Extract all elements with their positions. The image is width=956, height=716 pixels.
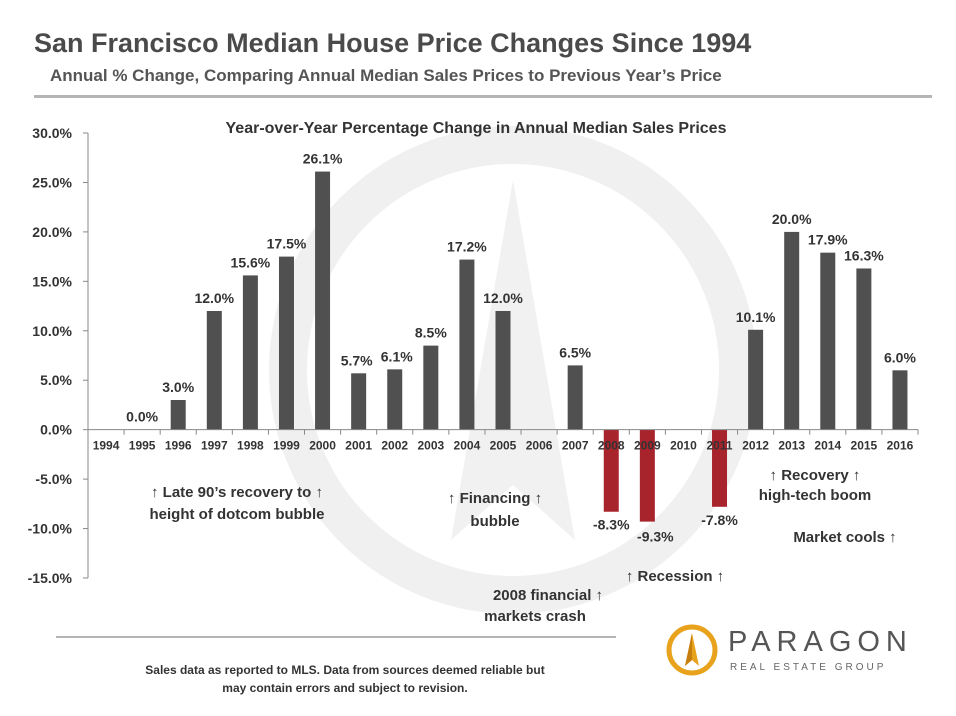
footer-divider — [56, 636, 616, 638]
x-tick-label: 2011 — [706, 439, 732, 453]
y-tick-label: 30.0% — [32, 125, 72, 141]
bar-2007 — [567, 365, 583, 430]
header-divider — [34, 95, 932, 98]
disclaimer-line-1: Sales data as reported to MLS. Data from… — [145, 663, 545, 677]
x-tick-label: 2007 — [562, 439, 589, 453]
bar-2008 — [603, 429, 619, 512]
annotation: bubble — [470, 513, 519, 530]
bar-2009 — [639, 429, 655, 522]
annotation: ↑ Recovery ↑ — [770, 467, 861, 484]
data-label-1996: 3.0% — [162, 379, 194, 395]
bar-2014 — [820, 252, 836, 430]
bar-2002 — [387, 369, 403, 430]
watermark-peak — [451, 180, 575, 540]
data-label-2012: 10.1% — [736, 309, 776, 325]
bar-2000 — [315, 171, 331, 430]
bar-2013 — [784, 231, 800, 430]
bar-2001 — [351, 373, 367, 430]
disclaimer-line-2: may contain errors and subject to revisi… — [222, 681, 468, 695]
x-tick-label: 2002 — [381, 439, 408, 453]
x-tick-label: 2013 — [778, 439, 805, 453]
x-tick-label: 2014 — [814, 439, 841, 453]
data-label-1997: 12.0% — [194, 290, 234, 306]
data-label-2014: 17.9% — [808, 232, 848, 248]
y-tick-label: 20.0% — [32, 224, 72, 240]
x-tick-label: 2005 — [490, 439, 517, 453]
bar-2015 — [856, 268, 872, 430]
annotation: Market cools ↑ — [793, 529, 896, 546]
data-label-2005: 12.0% — [483, 290, 523, 306]
annotation: markets crash — [484, 608, 586, 625]
y-tick-label: -5.0% — [35, 471, 72, 487]
y-tick-label: -10.0% — [28, 521, 73, 537]
annotation: ↑ Financing ↑ — [448, 490, 542, 507]
data-label-2004: 17.2% — [447, 239, 487, 255]
bar-2011 — [712, 429, 728, 507]
bar-2016 — [892, 370, 908, 430]
data-label-1995: 0.0% — [126, 409, 158, 425]
data-label-2016: 6.0% — [884, 349, 916, 365]
data-label-2002: 6.1% — [381, 348, 413, 364]
bar-1998 — [242, 275, 258, 430]
x-tick-label: 1997 — [201, 439, 228, 453]
data-label-2003: 8.5% — [415, 325, 447, 341]
bar-2004 — [459, 259, 475, 430]
annotation: ↑ Late 90’s recovery to ↑ — [151, 484, 323, 501]
x-tick-label: 1994 — [93, 439, 120, 453]
data-label-2001: 5.7% — [341, 352, 373, 368]
x-tick-label: 2008 — [598, 439, 625, 453]
annotation: high-tech boom — [759, 487, 872, 504]
logo-tagline: REAL ESTATE GROUP — [730, 662, 887, 673]
chart-title: Year-over-Year Percentage Change in Annu… — [226, 120, 727, 137]
x-tick-label: 2000 — [309, 439, 336, 453]
x-tick-label: 1999 — [273, 439, 300, 453]
data-label-2007: 6.5% — [559, 344, 591, 360]
y-tick-label: 10.0% — [32, 323, 72, 339]
logo-name: PARAGON — [728, 626, 913, 658]
x-tick-label: 2012 — [742, 439, 769, 453]
page-subtitle: Annual % Change, Comparing Annual Median… — [50, 66, 722, 85]
paragon-logo: PARAGON REAL ESTATE GROUP — [666, 624, 907, 684]
x-tick-label: 2001 — [345, 439, 372, 453]
x-tick-label: 2006 — [526, 439, 553, 453]
data-label-1998: 15.6% — [231, 254, 271, 270]
data-label-2000: 26.1% — [303, 151, 343, 167]
x-tick-label: 2004 — [454, 439, 481, 453]
x-tick-label: 2016 — [887, 439, 914, 453]
annotation: 2008 financial ↑ — [493, 587, 603, 604]
y-tick-label: 25.0% — [32, 174, 72, 190]
data-label-2008: -8.3% — [593, 517, 630, 533]
x-tick-label: 2010 — [670, 439, 697, 453]
x-tick-label: 1995 — [129, 439, 156, 453]
data-label-2009: -9.3% — [637, 529, 674, 545]
bar-2012 — [748, 329, 764, 430]
y-tick-label: 0.0% — [40, 422, 72, 438]
annotation: height of dotcom bubble — [150, 506, 325, 523]
y-tick-label: 5.0% — [40, 372, 72, 388]
bar-1999 — [278, 256, 294, 430]
x-tick-label: 2003 — [417, 439, 444, 453]
x-tick-label: 1998 — [237, 439, 264, 453]
y-tick-label: 15.0% — [32, 273, 72, 289]
disclaimer-note: Sales data as reported to MLS. Data from… — [110, 661, 580, 697]
bar-2003 — [423, 345, 439, 430]
data-label-2013: 20.0% — [772, 211, 812, 227]
x-tick-label: 2009 — [634, 439, 661, 453]
bar-2005 — [495, 311, 511, 430]
x-tick-label: 1996 — [165, 439, 192, 453]
data-label-2011: -7.8% — [701, 512, 738, 528]
data-label-2015: 16.3% — [844, 247, 884, 263]
x-tick-label: 2015 — [851, 439, 878, 453]
page-title: San Francisco Median House Price Changes… — [34, 28, 752, 58]
bar-1997 — [206, 311, 222, 430]
data-label-1999: 17.5% — [267, 236, 307, 252]
annotation: ↑ Recession ↑ — [626, 568, 724, 585]
bar-1996 — [170, 400, 186, 430]
paragon-logo-mark-icon — [666, 624, 718, 676]
y-tick-label: -15.0% — [28, 570, 73, 586]
